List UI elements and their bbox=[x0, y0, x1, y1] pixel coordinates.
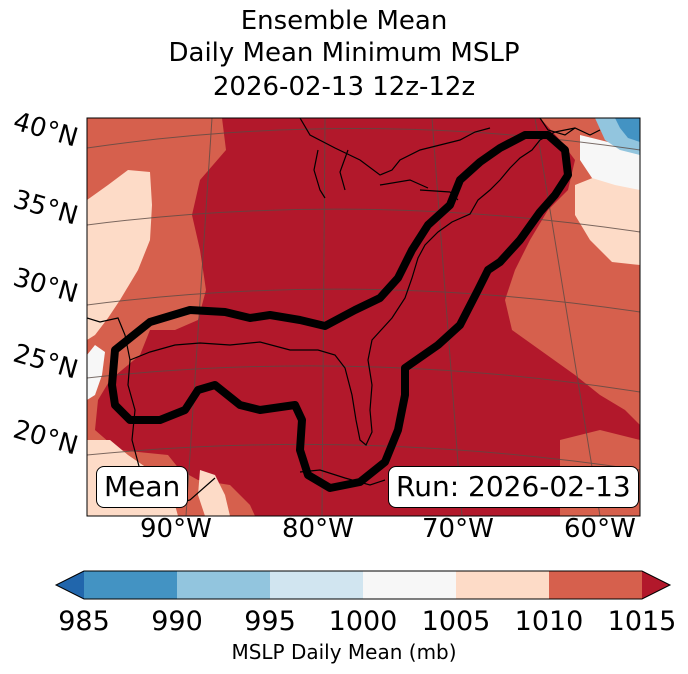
colorbar-swatch-6 bbox=[549, 571, 642, 599]
lon-label-70w: 70°W bbox=[422, 514, 494, 544]
mean-inset-label: Mean bbox=[96, 466, 189, 508]
colorbar-swatch-2 bbox=[177, 571, 270, 599]
colorbar-swatch-4 bbox=[363, 571, 456, 599]
colorbar-swatch-5 bbox=[456, 571, 549, 599]
colorbar-extend-low bbox=[56, 571, 84, 599]
run-date-inset-label: Run: 2026-02-13 bbox=[388, 466, 639, 508]
colorbar-label: MSLP Daily Mean (mb) bbox=[231, 640, 457, 664]
title-line-2: Daily Mean Minimum MSLP bbox=[168, 38, 520, 68]
map-frame bbox=[86, 117, 641, 517]
colorbar bbox=[54, 570, 672, 600]
map-panel bbox=[87, 118, 640, 516]
coastlines bbox=[87, 118, 601, 506]
colorbar-tick-1015: 1015 bbox=[607, 606, 677, 637]
colorbar-tick-1005: 1005 bbox=[421, 606, 491, 637]
lon-label-60w: 60°W bbox=[564, 514, 636, 544]
colorbar-swatch-3 bbox=[270, 571, 363, 599]
contour-outline bbox=[108, 131, 572, 492]
colorbar-swatch-1 bbox=[84, 571, 177, 599]
colorbar-extend-high bbox=[642, 571, 670, 599]
colorbar-tick-1010: 1010 bbox=[514, 606, 584, 637]
graticule bbox=[87, 118, 640, 516]
title-line-1: Ensemble Mean bbox=[240, 6, 448, 36]
lon-label-80w: 80°W bbox=[282, 514, 354, 544]
pressure-field-1000-west bbox=[87, 345, 105, 400]
colorbar-tick-985: 985 bbox=[58, 606, 110, 637]
lon-label-90w: 90°W bbox=[140, 514, 212, 544]
title-line-3: 2026-02-13 12z-12z bbox=[212, 72, 476, 102]
pressure-field-1005-west bbox=[87, 170, 178, 516]
pressure-field-990 bbox=[615, 118, 640, 142]
pressure-field-1010-south bbox=[198, 470, 230, 516]
colorbar-tick-990: 990 bbox=[151, 606, 203, 637]
colorbar-outline bbox=[54, 570, 672, 600]
colorbar-tick-995: 995 bbox=[244, 606, 296, 637]
pressure-field-1005-east bbox=[575, 175, 640, 265]
colorbar-tick-1000: 1000 bbox=[328, 606, 398, 637]
